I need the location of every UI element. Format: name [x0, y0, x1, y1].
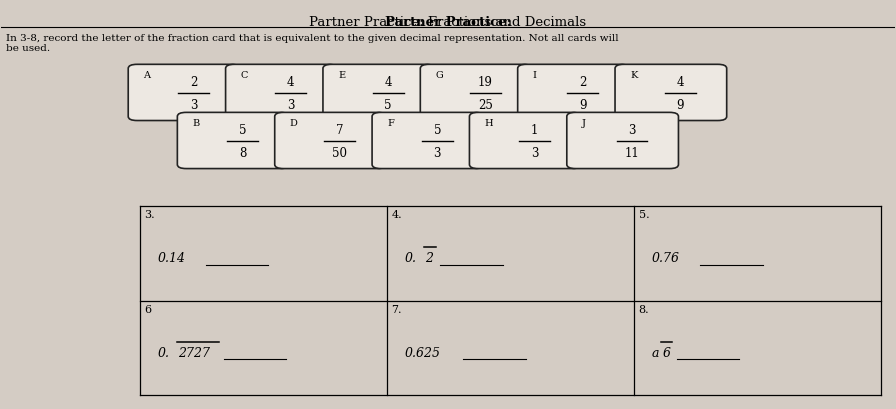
FancyBboxPatch shape — [567, 113, 678, 169]
FancyBboxPatch shape — [518, 65, 629, 121]
Text: 5.: 5. — [639, 210, 650, 220]
Text: 3.: 3. — [144, 210, 155, 220]
Text: 7: 7 — [336, 124, 344, 137]
Text: 6: 6 — [662, 346, 670, 359]
Text: 2: 2 — [190, 76, 197, 89]
Text: 0.625: 0.625 — [405, 346, 441, 359]
Text: 6: 6 — [144, 304, 151, 314]
Text: 3: 3 — [434, 147, 441, 160]
FancyBboxPatch shape — [323, 65, 435, 121]
FancyBboxPatch shape — [177, 113, 289, 169]
Text: 11: 11 — [625, 147, 640, 160]
Text: Partner Practice: Fractions and Decimals: Partner Practice: Fractions and Decimals — [309, 16, 587, 29]
Text: I: I — [533, 71, 537, 80]
Text: 0.: 0. — [405, 252, 417, 264]
Text: 4: 4 — [676, 76, 684, 89]
Text: K: K — [630, 71, 638, 80]
Text: C: C — [241, 71, 248, 80]
Text: 0.76: 0.76 — [652, 252, 680, 264]
Text: 0.14: 0.14 — [158, 252, 185, 264]
Text: Partner Practice:: Partner Practice: — [384, 16, 512, 29]
Text: G: G — [435, 71, 444, 80]
Text: 2: 2 — [426, 252, 434, 264]
Text: 3: 3 — [190, 99, 197, 112]
FancyBboxPatch shape — [372, 113, 484, 169]
Text: 9: 9 — [676, 99, 684, 112]
Text: 2727: 2727 — [178, 346, 211, 359]
Text: E: E — [338, 71, 345, 80]
FancyBboxPatch shape — [470, 113, 582, 169]
Text: H: H — [485, 119, 493, 128]
Text: 19: 19 — [478, 76, 493, 89]
Text: D: D — [290, 119, 297, 128]
Text: 4.: 4. — [392, 210, 402, 220]
Text: In 3-8, record the letter of the fraction card that is equivalent to the given d: In 3-8, record the letter of the fractio… — [6, 34, 618, 53]
Text: 3: 3 — [287, 99, 295, 112]
Text: 8: 8 — [239, 147, 246, 160]
FancyBboxPatch shape — [615, 65, 727, 121]
Text: 7.: 7. — [392, 304, 402, 314]
Text: 3: 3 — [628, 124, 636, 137]
FancyBboxPatch shape — [128, 65, 240, 121]
Text: 8.: 8. — [639, 304, 650, 314]
Text: 0.: 0. — [158, 346, 169, 359]
Text: 9: 9 — [579, 99, 587, 112]
Text: 50: 50 — [332, 147, 348, 160]
Text: 5: 5 — [384, 99, 392, 112]
Text: 4: 4 — [287, 76, 295, 89]
Text: 25: 25 — [478, 99, 493, 112]
Text: 5: 5 — [239, 124, 246, 137]
FancyBboxPatch shape — [275, 113, 386, 169]
Text: 5: 5 — [434, 124, 441, 137]
Text: a: a — [652, 346, 659, 359]
FancyBboxPatch shape — [420, 65, 532, 121]
Text: A: A — [143, 71, 151, 80]
Text: F: F — [387, 119, 394, 128]
Text: 3: 3 — [531, 147, 538, 160]
Text: 2: 2 — [579, 76, 587, 89]
FancyBboxPatch shape — [226, 65, 337, 121]
Text: 1: 1 — [531, 124, 538, 137]
Text: 4: 4 — [384, 76, 392, 89]
Text: B: B — [193, 119, 200, 128]
Text: J: J — [582, 119, 586, 128]
